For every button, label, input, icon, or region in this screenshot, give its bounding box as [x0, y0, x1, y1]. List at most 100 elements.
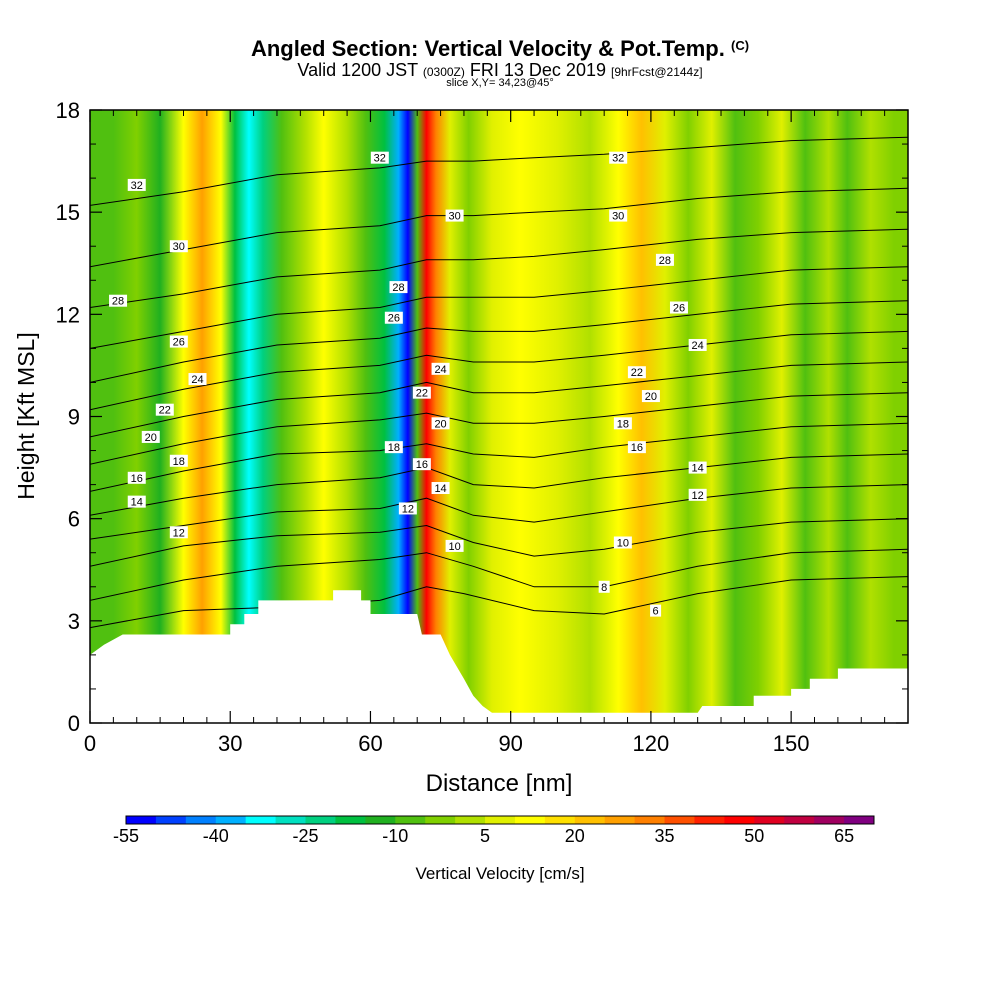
colorbar-swatch — [814, 816, 845, 824]
colorbar-tick-labels: -55 -40 -25 -10 5 20 35 50 65 — [0, 826, 1000, 850]
y-tick-label: 6 — [68, 507, 80, 532]
contour-label-box — [169, 454, 188, 467]
valid-prefix: Valid 1200 JST — [297, 60, 418, 80]
theta-contour-line — [90, 266, 908, 349]
x-tick-label: 150 — [773, 731, 810, 756]
contour-label: 6 — [653, 606, 659, 618]
contour-label-box — [641, 390, 660, 403]
contour-label: 32 — [131, 180, 143, 192]
contour-label: 8 — [601, 582, 607, 594]
contour-label-box — [155, 403, 174, 416]
colorbar-swatch — [784, 816, 815, 824]
contour-label: 22 — [159, 405, 171, 417]
theta-contour-line — [90, 300, 908, 383]
colorbar-frame — [125, 815, 875, 825]
forecast-tag: [9hrFcst@2144z] — [611, 65, 703, 79]
contour-label-box — [431, 362, 450, 375]
x-tick-label: 0 — [84, 731, 96, 756]
contour-label: 32 — [374, 153, 386, 165]
colorbar-swatch — [514, 816, 546, 824]
valid-utc: (0300Z) — [422, 65, 465, 79]
colorbar — [125, 815, 875, 825]
contour-label: 32 — [612, 153, 624, 165]
theta-contour-line — [90, 548, 908, 601]
colorbar-swatch — [844, 816, 875, 824]
x-axis-label: Distance [nm] — [426, 770, 573, 797]
contour-label: 28 — [659, 255, 671, 267]
contour-label-box — [141, 430, 160, 443]
contour-label-box — [127, 178, 146, 191]
colorbar-tick: 65 — [834, 826, 855, 846]
contour-label: 28 — [112, 296, 124, 308]
contour-label-box — [398, 502, 417, 515]
x-tick-label: 60 — [358, 731, 382, 756]
contour-label-box — [609, 151, 628, 164]
contour-label-box — [431, 417, 450, 430]
contour-label: 26 — [173, 337, 185, 349]
valid-time: Valid 1200 JST (0300Z) FRI 13 Dec 2019 [… — [0, 60, 1000, 81]
colorbar-swatch — [485, 816, 516, 824]
contour-label-box — [445, 209, 464, 222]
theta-contour-line — [90, 392, 908, 465]
y-axis-label: Height [Kft MSL] — [13, 332, 39, 499]
theta-contour-line — [90, 361, 908, 438]
contour-label: 18 — [388, 442, 400, 454]
colorbar-tick: 20 — [564, 826, 585, 846]
colorbar-swatch — [335, 816, 366, 824]
contour-label-box — [412, 458, 431, 471]
contour-label: 14 — [131, 497, 143, 509]
contour-label-box — [688, 338, 707, 351]
y-tick-label: 0 — [68, 711, 80, 736]
valid-date: FRI 13 Dec 2019 — [469, 60, 606, 80]
contour-label-box — [650, 604, 662, 617]
contour-label: 12 — [402, 503, 414, 515]
colorbar-tick: -40 — [202, 826, 229, 846]
contour-label: 16 — [131, 473, 143, 485]
contour-label-box — [609, 209, 628, 222]
colorbar-tick: 5 — [480, 826, 491, 846]
colorbar-swatch — [305, 816, 336, 824]
contour-label-box — [669, 301, 688, 314]
colorbar-swatch — [395, 816, 426, 824]
colorbar-swatch — [126, 816, 157, 824]
slice-info: slice X,Y= 34,23@45° — [446, 77, 554, 89]
colorbar-tick: 50 — [744, 826, 765, 846]
y-tick-label: 15 — [56, 200, 80, 225]
contour-label-box — [412, 386, 431, 399]
contour-label: 20 — [145, 432, 157, 444]
colorbar-tick: -55 — [112, 826, 140, 846]
contour-label: 26 — [673, 303, 685, 315]
terrain — [90, 590, 908, 723]
x-tick-label: 120 — [633, 731, 670, 756]
contour-label: 20 — [645, 391, 657, 403]
colorbar-swatch — [724, 816, 755, 824]
contour-label: 24 — [692, 340, 704, 352]
contour-label-box — [598, 580, 610, 593]
colorbar-swatch — [365, 816, 396, 824]
colorbar-swatch — [754, 816, 785, 824]
contour-label: 24 — [434, 364, 446, 376]
contour-label: 18 — [617, 418, 629, 430]
contour-label: 10 — [617, 538, 629, 550]
chart-title: Angled Section: Vertical Velocity & Pot.… — [0, 36, 1000, 62]
contour-label-box — [169, 240, 188, 253]
contour-label: 14 — [434, 483, 446, 495]
colorbar-swatch — [664, 816, 695, 824]
contour-label-box — [127, 495, 146, 508]
theta-contours — [90, 136, 908, 629]
contour-label-box — [431, 482, 450, 495]
contour-label-box — [445, 539, 464, 552]
contour-label-box — [188, 373, 207, 386]
colorbar-tick: -10 — [382, 826, 409, 846]
theta-contour-line — [90, 136, 908, 206]
contour-label-box — [109, 294, 128, 307]
y-tick-label: 12 — [56, 302, 80, 327]
title-text: Angled Section: Vertical Velocity & Pot.… — [250, 36, 725, 61]
colorbar-swatch — [574, 816, 606, 824]
theta-contour-line — [90, 422, 908, 492]
contour-label-box — [688, 461, 707, 474]
colorbar-swatch — [275, 816, 307, 824]
y-tick-label: 3 — [68, 609, 80, 634]
x-tick-label: 30 — [218, 731, 242, 756]
